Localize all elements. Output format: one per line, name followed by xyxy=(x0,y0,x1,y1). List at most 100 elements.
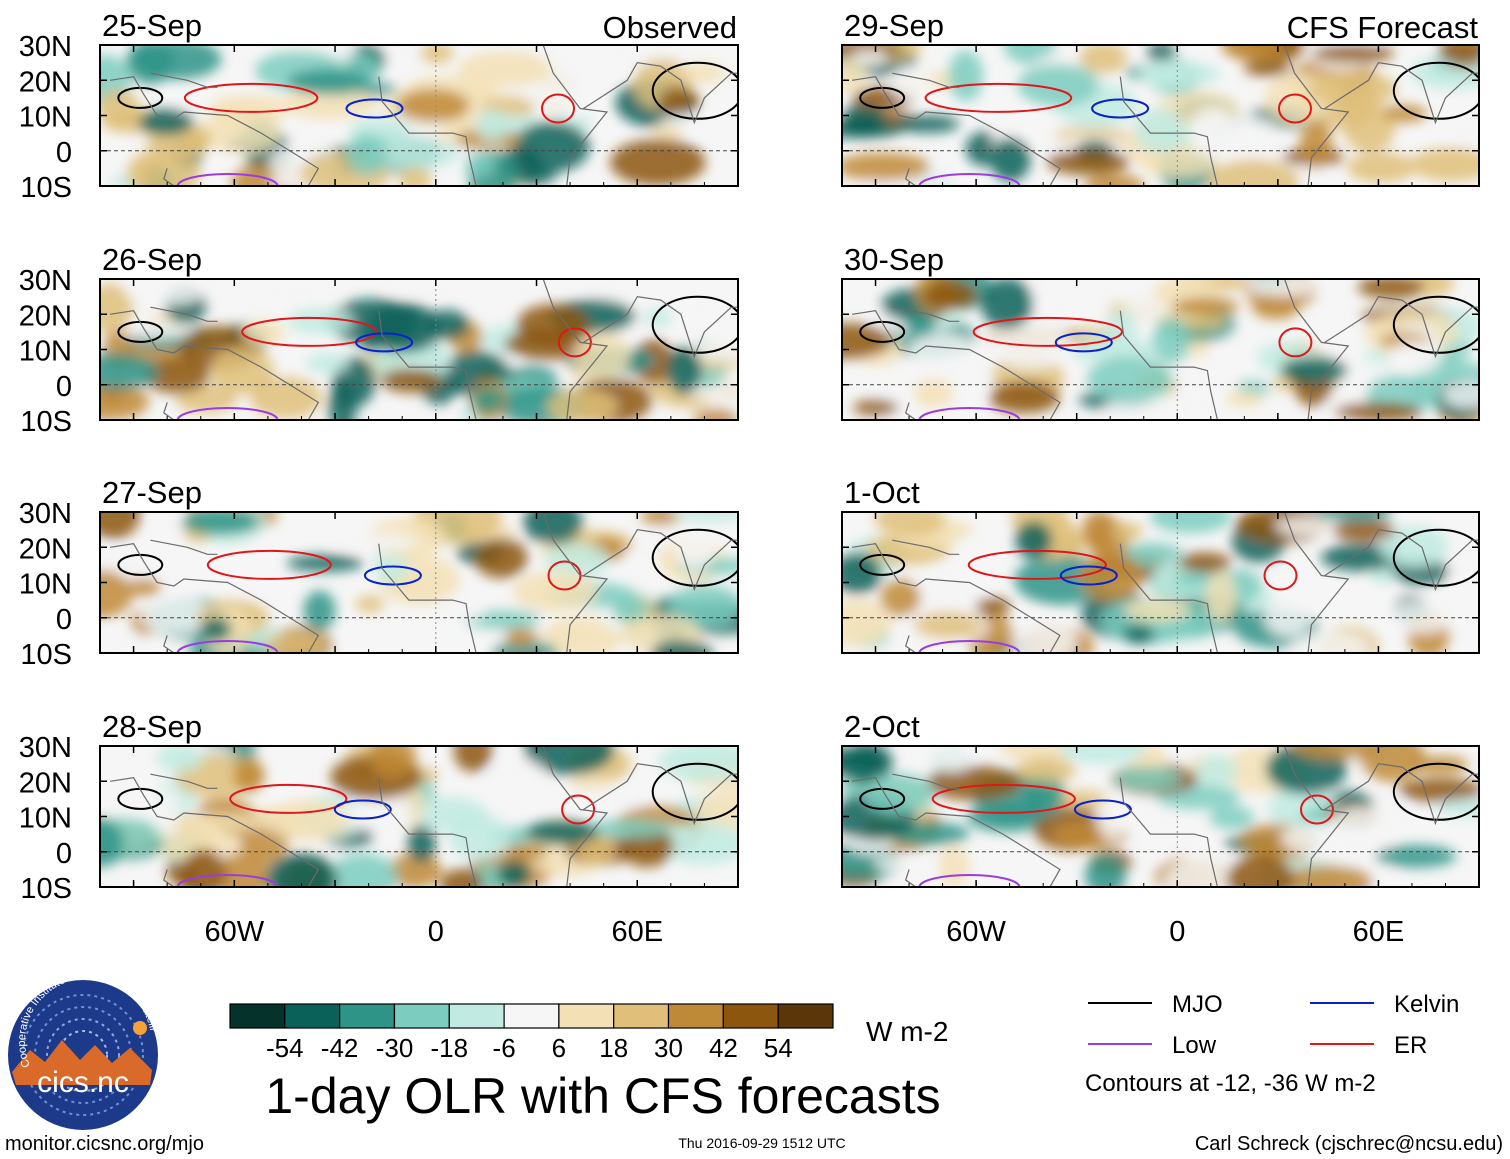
olr-anomaly-cell xyxy=(1334,402,1423,420)
low-contour xyxy=(918,640,1021,653)
caribbean-coast xyxy=(892,72,960,88)
olr-anomaly-cell xyxy=(1387,600,1455,634)
lat-tick-label: 30N xyxy=(19,265,72,297)
lat-tick-label: 20N xyxy=(19,767,72,799)
olr-anomaly-cell xyxy=(138,109,194,136)
olr-anomaly-cell xyxy=(895,115,960,133)
footer-author: Carl Schreck (cjschrec@ncsu.edu) xyxy=(1195,1133,1503,1155)
wave-contours xyxy=(117,762,738,887)
olr-anomaly-cell xyxy=(610,139,706,186)
lat-tick-label: 10S xyxy=(20,172,72,204)
mjo-contour xyxy=(651,528,738,587)
lat-tick-label: 0 xyxy=(56,371,72,403)
low-contour xyxy=(176,173,279,186)
olr-anomaly-cell xyxy=(1080,553,1142,602)
olr-anomaly-cell xyxy=(306,352,349,374)
olr-anomaly-cell xyxy=(155,512,184,540)
olr-anomaly-cell xyxy=(474,537,528,579)
olr-anomaly-cell xyxy=(842,746,893,785)
olr-anomaly-cell xyxy=(126,578,162,597)
olr-anomaly-cell xyxy=(842,152,931,181)
olr-anomaly-field xyxy=(842,279,1479,420)
colorbar-tick-label: -18 xyxy=(431,1033,469,1063)
olr-anomaly-cell xyxy=(880,579,921,617)
olr-anomaly-cell xyxy=(474,108,511,143)
panel-date-label: 28-Sep xyxy=(102,709,202,744)
africa-coast xyxy=(378,76,477,186)
olr-anomaly-cell xyxy=(349,628,440,653)
olr-anomaly-cell xyxy=(682,62,725,84)
colorbar-tick-label: -6 xyxy=(493,1033,516,1063)
olr-anomaly-cell xyxy=(152,787,181,837)
olr-anomaly-cell xyxy=(183,812,268,831)
lat-tick-label: 10N xyxy=(19,569,72,601)
americas-coast xyxy=(163,869,175,887)
figure-title: 1-day OLR with CFS forecasts xyxy=(265,1068,940,1124)
olr-anomaly-cell xyxy=(513,121,590,173)
wave-contours xyxy=(859,61,1479,186)
olr-anomaly-cell xyxy=(523,512,583,545)
olr-anomaly-cell xyxy=(1312,512,1393,522)
olr-anomaly-cell xyxy=(1047,149,1130,176)
olr-anomaly-cell xyxy=(1398,778,1479,803)
olr-anomaly-cell xyxy=(1086,356,1173,403)
olr-anomaly-cell xyxy=(564,92,594,120)
olr-anomaly-cell xyxy=(874,512,946,536)
olr-anomaly-cell xyxy=(303,590,336,631)
olr-anomaly-cell xyxy=(1307,71,1398,107)
contour-legend: MJO Kelvin Low ER xyxy=(1088,991,1459,1059)
olr-anomaly-cell xyxy=(368,302,440,353)
olr-anomaly-cell xyxy=(483,279,530,292)
olr-anomaly-cell xyxy=(914,611,982,639)
olr-anomaly-cell xyxy=(541,616,622,653)
olr-anomaly-cell xyxy=(561,787,651,809)
olr-anomaly-cell xyxy=(981,279,1034,330)
asia-coast xyxy=(583,61,738,125)
lon-tick-label: 60W xyxy=(204,916,264,948)
colorbar-swatch xyxy=(722,1003,779,1029)
olr-anomaly-cell xyxy=(176,124,212,155)
olr-anomaly-cell xyxy=(490,641,558,653)
colorbar-swatch xyxy=(284,1003,341,1029)
lon-tick-label: 0 xyxy=(1169,916,1185,948)
olr-anomaly-cell xyxy=(333,532,417,552)
olr-anomaly-cell xyxy=(862,773,935,815)
lat-tick-label: 30N xyxy=(19,498,72,530)
olr-anomaly-cell xyxy=(1226,854,1295,887)
olr-anomaly-cell xyxy=(100,383,150,420)
caribbean-coast xyxy=(150,539,218,555)
olr-anomaly-cell xyxy=(1225,390,1264,408)
colorbar-swatch xyxy=(448,1003,505,1029)
colorbar: -54 -42 -30 -18 -6 6 18 30 42 54 xyxy=(229,1003,834,1063)
colorbar-swatch xyxy=(667,1003,724,1029)
colorbar-tick-label: 6 xyxy=(552,1033,566,1063)
olr-anomaly-cell xyxy=(122,322,192,340)
olr-anomaly-cell xyxy=(396,88,470,123)
olr-anomaly-cell xyxy=(1289,746,1378,760)
er-contour xyxy=(206,549,332,580)
asia-coast xyxy=(583,762,738,826)
africa-coast xyxy=(1119,777,1219,887)
olr-anomaly-cell xyxy=(123,279,208,305)
er-contour xyxy=(1263,560,1298,591)
legend-label: Kelvin xyxy=(1394,991,1459,1018)
wave-contours xyxy=(117,295,738,420)
olr-anomaly-cell xyxy=(210,346,274,395)
olr-anomaly-cell xyxy=(1342,101,1396,153)
olr-anomaly-cell xyxy=(611,596,649,623)
olr-anomaly-cell xyxy=(1015,756,1076,784)
asia-coast xyxy=(583,528,738,592)
olr-anomaly-cell xyxy=(938,846,970,887)
lat-tick-label: 0 xyxy=(56,604,72,636)
olr-anomaly-cell xyxy=(1084,174,1145,186)
colorbar-swatch xyxy=(339,1003,396,1029)
olr-anomaly-cell xyxy=(905,314,937,337)
olr-anomaly-cell xyxy=(1359,746,1425,782)
olr-anomaly-cell xyxy=(126,148,201,186)
er-contour xyxy=(931,783,1076,814)
kelvin-contour xyxy=(1091,98,1150,119)
lon-tick-label: 60E xyxy=(611,916,663,948)
olr-anomaly-cell xyxy=(139,595,212,635)
